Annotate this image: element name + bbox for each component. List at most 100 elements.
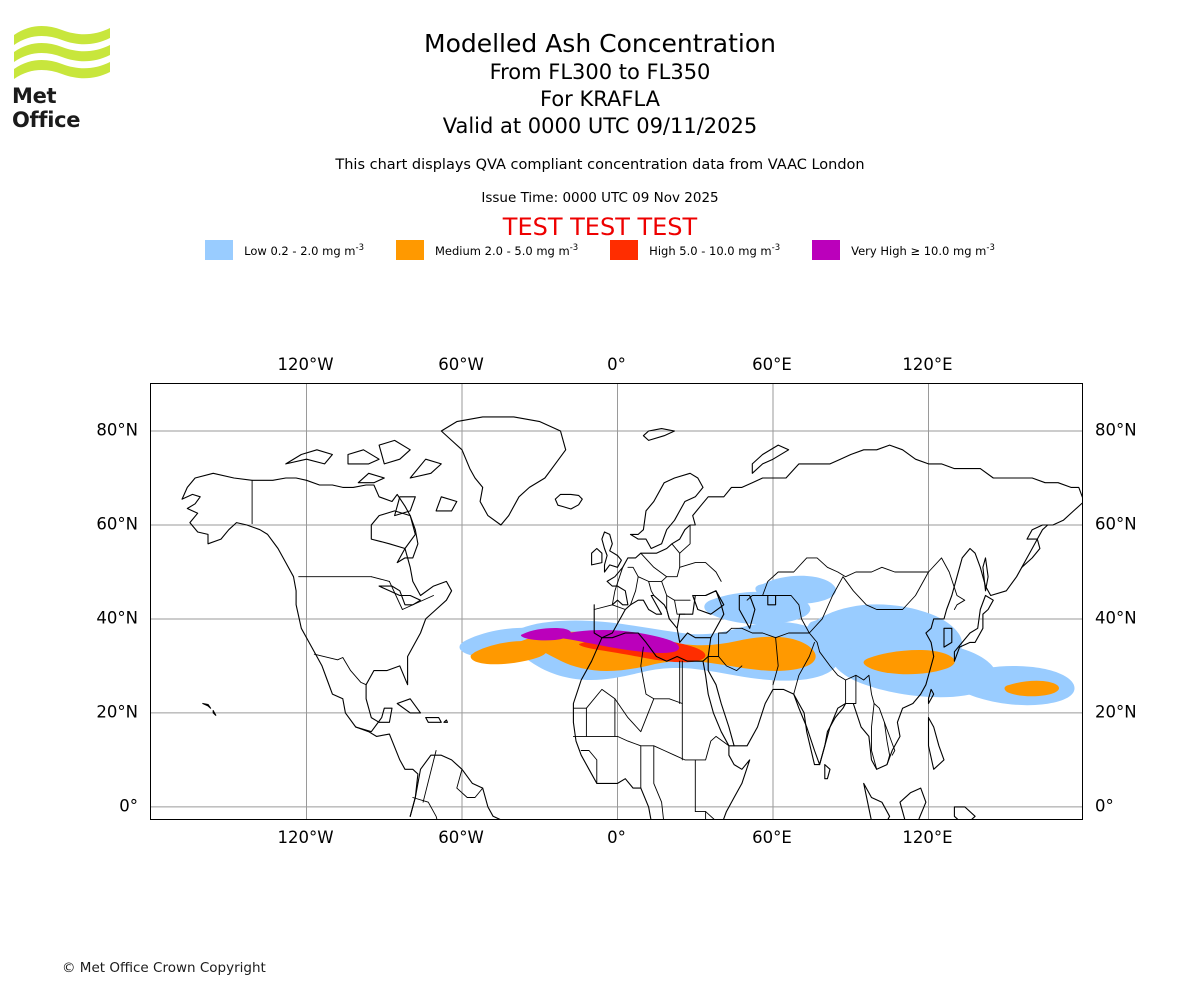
country-border	[793, 641, 815, 695]
country-border	[868, 674, 896, 756]
coastline-segment	[982, 557, 989, 592]
country-border	[401, 595, 434, 610]
lat-tick-right: 60°N	[1095, 514, 1137, 534]
legend-swatch-high	[610, 240, 639, 260]
coastline-segment	[285, 449, 333, 465]
title-valid-time: Valid at 0000 UTC 09/11/2025	[442, 114, 758, 138]
lon-tick-top: 120°W	[277, 355, 334, 374]
coastline-segment	[953, 806, 976, 819]
coastline-segment	[863, 782, 891, 819]
lon-tick-bottom: 60°W	[438, 828, 484, 847]
country-border	[666, 543, 681, 578]
lon-tick-bottom: 0°	[607, 828, 626, 847]
title-volcano: For KRAFLA	[540, 87, 660, 111]
lon-tick-top: 60°W	[438, 355, 484, 374]
coastline-segment	[378, 439, 411, 465]
country-border	[648, 580, 655, 596]
country-border	[871, 703, 878, 770]
coastline-segment	[824, 764, 831, 780]
coastline-segment	[642, 428, 676, 441]
legend-swatch-low	[205, 240, 234, 260]
coastline-segment	[572, 637, 652, 819]
country-border	[718, 627, 732, 657]
coastline-segment	[440, 416, 567, 526]
country-border	[661, 580, 691, 601]
coastline-segment	[202, 702, 212, 709]
coastline-segment	[591, 547, 603, 566]
lat-tick-left: 20°N	[96, 702, 138, 722]
country-border	[593, 604, 626, 610]
country-border	[772, 637, 779, 686]
coastline-segment	[707, 655, 735, 747]
coastline-segment	[702, 502, 1082, 770]
country-border	[705, 811, 715, 819]
country-border	[611, 566, 624, 606]
coastline-segment	[554, 493, 583, 510]
coastline-segment	[601, 531, 622, 573]
lat-tick-left: 40°N	[96, 608, 138, 628]
coastline-segment	[601, 632, 704, 662]
coastline-segment	[409, 458, 442, 479]
country-border	[674, 599, 686, 615]
legend-item-low: Low 0.2 - 2.0 mg m-3	[205, 240, 364, 260]
concentration-legend: Low 0.2 - 2.0 mg m-3 Medium 2.0 - 5.0 mg …	[0, 240, 1200, 260]
map-coastlines	[181, 416, 1082, 819]
coastline-segment	[692, 590, 725, 615]
met-office-logo: Met Office	[12, 22, 122, 132]
country-border	[627, 566, 639, 606]
coastline-segment	[943, 627, 953, 648]
page-title: Modelled Ash Concentration From FL300 to…	[0, 28, 1200, 140]
coastline-segment	[370, 510, 416, 550]
country-border	[883, 721, 891, 766]
legend-label-very-high: Very High ≥ 10.0 mg m-3	[851, 242, 995, 258]
copyright-footer: © Met Office Crown Copyright	[62, 960, 266, 976]
country-border	[313, 653, 367, 686]
country-border	[746, 595, 810, 634]
issue-time: Issue Time: 0000 UTC 09 Nov 2025	[481, 190, 719, 206]
lon-tick-top: 120°E	[902, 355, 953, 374]
country-border	[694, 759, 707, 819]
coastline-segment	[181, 493, 419, 817]
coastline-segment	[394, 496, 416, 517]
lat-tick-left: 0°	[119, 796, 138, 816]
lat-tick-left: 80°N	[96, 420, 138, 440]
coastline-segment	[181, 472, 453, 733]
title-flight-levels: From FL300 to FL350	[489, 60, 711, 84]
country-border	[666, 595, 670, 620]
country-border	[388, 580, 403, 610]
map-canvas	[151, 384, 1082, 819]
country-border	[679, 562, 722, 582]
country-border	[808, 571, 929, 634]
legend-item-medium: Medium 2.0 - 5.0 mg m-3	[395, 240, 579, 260]
legend-item-very-high: Very High ≥ 10.0 mg m-3	[812, 240, 995, 260]
lat-tick-right: 40°N	[1095, 608, 1137, 628]
coastline-segment	[751, 444, 790, 474]
country-border	[731, 627, 777, 639]
ash-plume-very-high	[520, 628, 680, 653]
legend-item-high: High 5.0 - 10.0 mg m-3	[610, 240, 780, 260]
coastline-segment	[927, 688, 935, 705]
lat-tick-right: 80°N	[1095, 420, 1137, 440]
coastline-segment	[793, 693, 847, 766]
lon-tick-top: 60°E	[752, 355, 792, 374]
qva-note: This chart displays QVA compliant concen…	[335, 157, 865, 173]
coastline-segment	[409, 754, 501, 819]
coastline-segment	[899, 787, 927, 819]
map-frame	[150, 383, 1083, 820]
country-border	[412, 797, 438, 819]
met-office-logo-text: Met Office	[12, 84, 81, 132]
lon-tick-bottom: 120°E	[902, 828, 953, 847]
lat-tick-right: 20°N	[1095, 702, 1137, 722]
test-banner: TEST TEST TEST	[502, 213, 698, 241]
coastline-segment	[927, 717, 945, 770]
legend-label-medium: Medium 2.0 - 5.0 mg m-3	[434, 242, 579, 258]
title-main: Modelled Ash Concentration	[424, 29, 776, 58]
coastline-segment	[443, 719, 449, 723]
coastline-segment	[738, 594, 756, 629]
country-border	[456, 768, 484, 798]
country-border	[775, 632, 810, 639]
coastline-segment	[629, 472, 704, 550]
country-border	[707, 656, 743, 672]
coastline-segment	[378, 585, 422, 606]
lon-tick-bottom: 120°W	[277, 828, 334, 847]
